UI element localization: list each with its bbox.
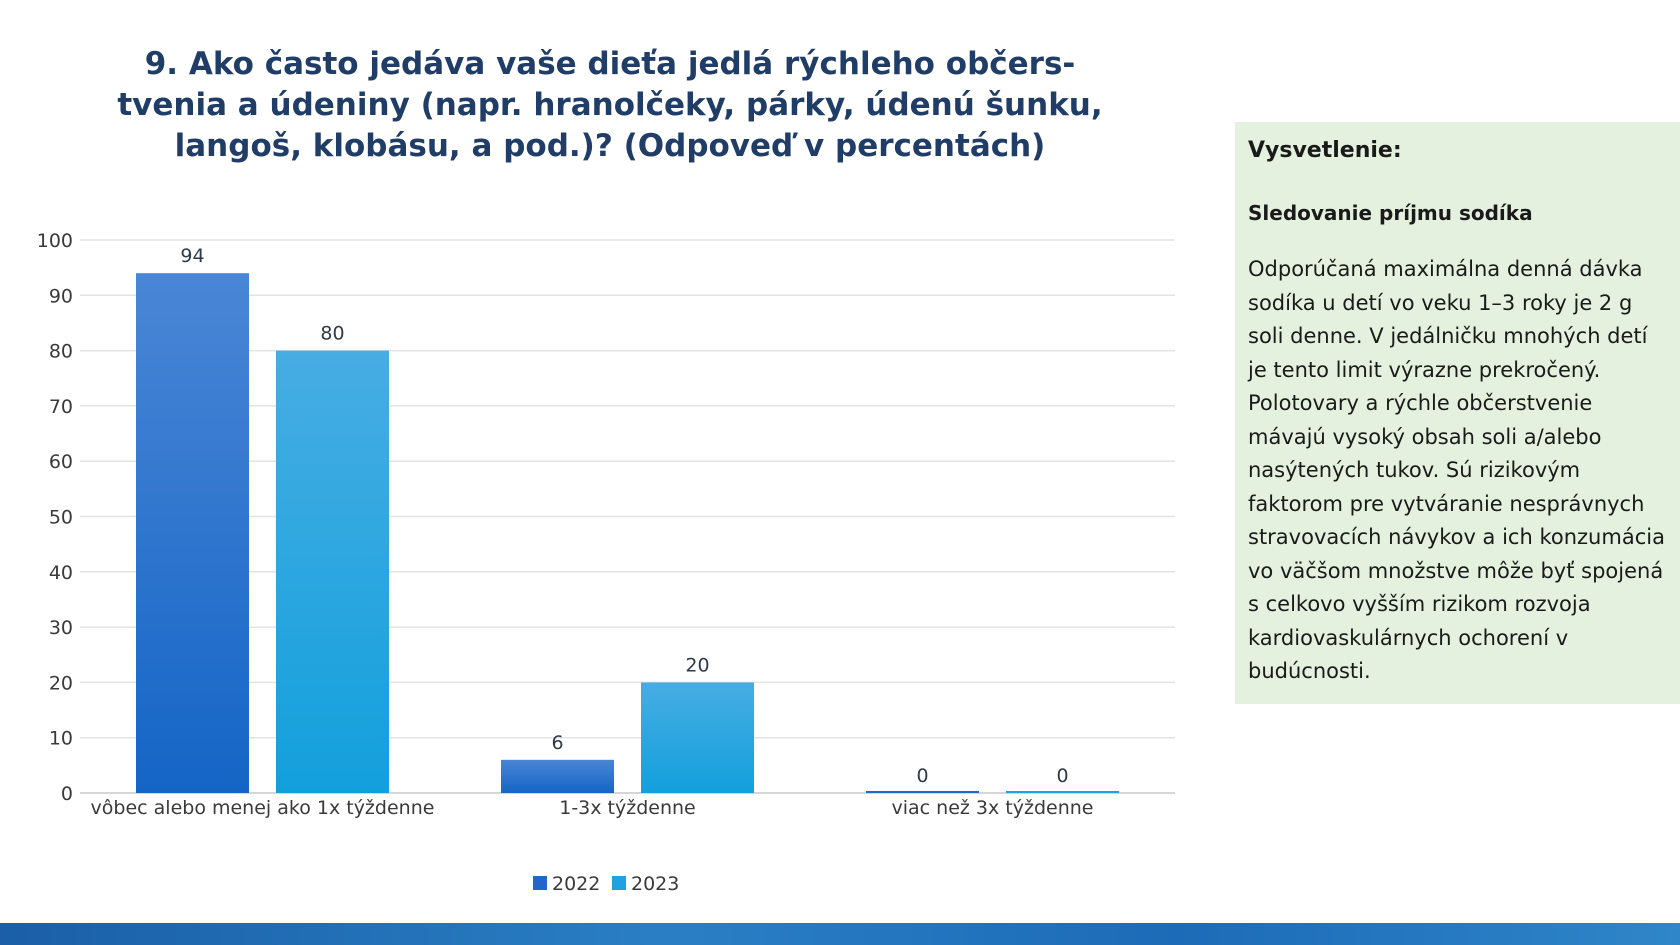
y-tick-label: 30 (49, 617, 73, 639)
legend-swatch-2022 (533, 876, 547, 890)
x-category-label: 1-3x týždenne (559, 797, 696, 819)
y-axis-ticks: 0 10 20 30 40 50 60 70 80 90 100 (37, 230, 73, 805)
explanation-subheading: Sledovanie príjmu sodíka (1248, 201, 1533, 225)
bar-2022-2 (866, 791, 979, 793)
bar-2023-2 (1006, 791, 1119, 793)
x-category-label: vôbec alebo menej ako 1x týždenne (91, 797, 435, 819)
y-tick-label: 50 (49, 507, 73, 529)
y-tick-label: 10 (49, 728, 73, 750)
legend-label: 2022 (552, 873, 600, 895)
data-label: 20 (685, 654, 709, 676)
y-tick-label: 0 (61, 783, 73, 805)
chart-title-line-1: 9. Ako často jedáva vaše dieťa jedlá rýc… (144, 46, 1076, 82)
bar-2022-0 (136, 273, 249, 793)
chart-title-line-3: langoš, klobásu, a pod.)? (Odpoveď v per… (174, 128, 1046, 164)
data-label: 6 (551, 732, 563, 754)
legend: 2022 2023 (533, 873, 679, 895)
data-label: 80 (320, 323, 344, 345)
y-tick-label: 80 (49, 341, 73, 363)
bar-2022-1 (501, 759, 614, 793)
explanation-body: Odporúčaná maximálna denná dávka sodíka … (1248, 257, 1665, 683)
bars (136, 273, 1119, 793)
y-tick-label: 40 (49, 562, 73, 584)
footer-band (0, 923, 1680, 945)
data-label: 0 (916, 765, 928, 787)
legend-label: 2023 (631, 873, 679, 895)
data-labels: 94 80 6 20 0 0 (180, 245, 1068, 787)
gridlines (80, 239, 1175, 794)
chart-title: 9. Ako často jedáva vaše dieťa jedlá rýc… (100, 44, 1120, 167)
bar-2023-0 (276, 350, 389, 793)
y-tick-label: 90 (49, 285, 73, 307)
y-tick-label: 100 (37, 230, 73, 252)
explanation-panel: Vysvetlenie: Sledovanie príjmu sodíka Od… (1235, 122, 1680, 704)
y-tick-label: 70 (49, 396, 73, 418)
x-category-label: viac než 3x týždenne (892, 797, 1094, 819)
explanation-heading: Vysvetlenie: (1248, 138, 1402, 163)
data-label: 0 (1056, 765, 1068, 787)
data-label: 94 (180, 245, 204, 267)
y-tick-label: 20 (49, 672, 73, 694)
bar-chart: 0 10 20 30 40 50 60 70 80 90 100 94 80 6 20 0 0 vôbec a… (37, 230, 1175, 895)
bar-2023-1 (641, 682, 754, 793)
y-tick-label: 60 (49, 451, 73, 473)
chart-title-line-2: tvenia a údeniny (napr. hranolčeky, párk… (117, 87, 1103, 123)
x-axis-categories: vôbec alebo menej ako 1x týždenne 1-3x tý… (91, 797, 1094, 819)
legend-swatch-2023 (612, 876, 626, 890)
